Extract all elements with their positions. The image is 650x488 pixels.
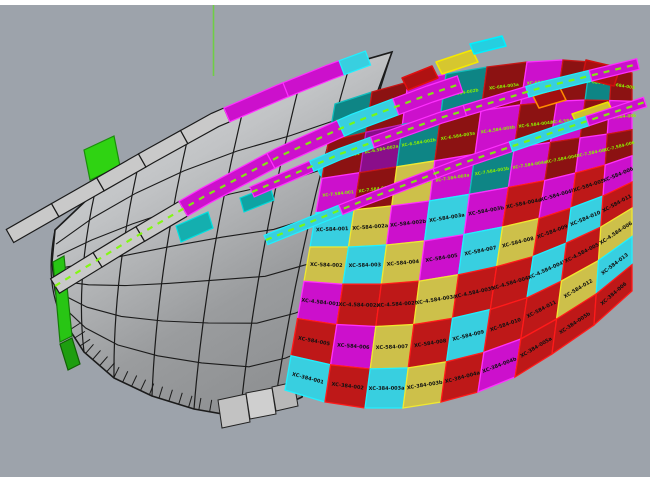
stringer-ribbon-1-segment[interactable] xyxy=(588,57,641,82)
plate-label: XC-7.584-001 xyxy=(322,189,354,198)
plate-label: XC-7.584-003b xyxy=(474,166,509,177)
plate-label: XC-584-007 xyxy=(376,344,409,351)
plate-label: XC-6.584-003a xyxy=(440,130,475,141)
hull-strake-line-5 xyxy=(60,304,316,368)
plate-label: XC-584-002a xyxy=(352,223,388,232)
plate-label: XC-4.584-002a xyxy=(338,302,379,309)
plate-label: XC-584-006 xyxy=(337,343,370,352)
plate-label: XC-584-002 xyxy=(310,262,343,269)
plate-label: XC-6.584-004b xyxy=(551,116,586,124)
hull-seam-tick xyxy=(122,371,129,383)
hull-seam-tick xyxy=(106,362,115,373)
hull-seam-tick xyxy=(85,344,94,354)
hull-seam-tick xyxy=(74,330,86,339)
yellow-flange-1[interactable] xyxy=(435,49,479,75)
hull-frame-line-2 xyxy=(113,157,141,379)
plate-label: XC-584-003a xyxy=(429,212,465,224)
plate-label: XC-584-005 xyxy=(425,253,459,264)
teal-quad-1[interactable] xyxy=(175,211,214,243)
sheer-strake-ribbon-segment[interactable] xyxy=(338,50,372,76)
plate-label: XC-584-001 xyxy=(316,226,349,233)
plate-label: XC-7.584-002a xyxy=(358,184,393,193)
hull-seam-tick xyxy=(158,386,164,399)
plate-label: XC-4.584-002b xyxy=(377,300,419,309)
hull-strake-line-0 xyxy=(55,106,378,245)
cyan-flange-top[interactable] xyxy=(469,35,507,55)
green-sliver-2[interactable] xyxy=(59,337,81,371)
plate-label: XC-6.584-002b xyxy=(401,137,436,148)
plate-label: XC-7.584-004a xyxy=(512,159,547,170)
plate-label: XC-584-003 xyxy=(348,262,381,269)
hull-seam-tick xyxy=(209,399,213,412)
plate-label: XC-6.584-004a xyxy=(518,120,553,129)
hull-frame-line-4 xyxy=(193,101,246,410)
plate-label: XC-6.584-002a xyxy=(364,143,399,154)
hull-frame-line-3 xyxy=(151,127,191,397)
hull-seam-tick xyxy=(140,379,147,391)
top-frame-band xyxy=(0,0,650,5)
plate-label: XC-384-002 xyxy=(331,382,364,392)
stringer-ribbon-1-label-marks xyxy=(251,62,639,194)
plate-label: XC-684-005 xyxy=(608,81,636,90)
plate-label: XC-6.584-003b xyxy=(480,124,515,134)
hull-seam-tick xyxy=(92,350,101,360)
plate-label: XC-584-008 xyxy=(414,338,448,349)
plate-label: XC-7.584-005 xyxy=(576,147,608,158)
red-flange-1[interactable] xyxy=(401,65,439,91)
plate-label: XC-584-004 xyxy=(387,259,420,268)
hull-seam-tick xyxy=(198,397,202,410)
hull-seam-tick xyxy=(113,366,120,379)
deck-edge-ribbon-segment[interactable] xyxy=(392,75,464,116)
plate-label: XC-6.584-006 xyxy=(604,113,636,120)
plate-label: XC-7.584-004b xyxy=(545,153,580,165)
stringer-ribbon-2-label-marks xyxy=(265,100,646,242)
deck-edge-ribbon-label-marks xyxy=(54,82,461,287)
hull-seam-tick xyxy=(148,383,155,395)
hull-seam-tick xyxy=(188,395,193,408)
plate-label: XC-384-003b xyxy=(406,380,443,392)
plate-label: XC-684-002b xyxy=(448,87,479,97)
gray-plate-1[interactable] xyxy=(217,393,251,429)
plate-label: XC-684-003a xyxy=(489,82,520,91)
hull-frame-line-5 xyxy=(239,81,301,418)
hull-seam-tick xyxy=(168,389,173,402)
plate[interactable] xyxy=(593,263,633,327)
gray-plate-2[interactable] xyxy=(245,387,277,420)
hull-seam-tick xyxy=(79,338,91,347)
plate-label: XC-4.584-001 xyxy=(301,298,340,308)
hull-seam-tick xyxy=(131,375,138,387)
hull-seam-tick xyxy=(99,356,108,366)
hull-seam-tick xyxy=(178,392,183,405)
bottom-frame-band xyxy=(0,477,650,488)
plate-label: XC-7.584-003a xyxy=(435,172,470,183)
hull-strake-line-4 xyxy=(59,292,328,324)
plate-label: XC-584-002b xyxy=(390,219,427,229)
plate-label: XC-384-003a xyxy=(369,386,405,392)
